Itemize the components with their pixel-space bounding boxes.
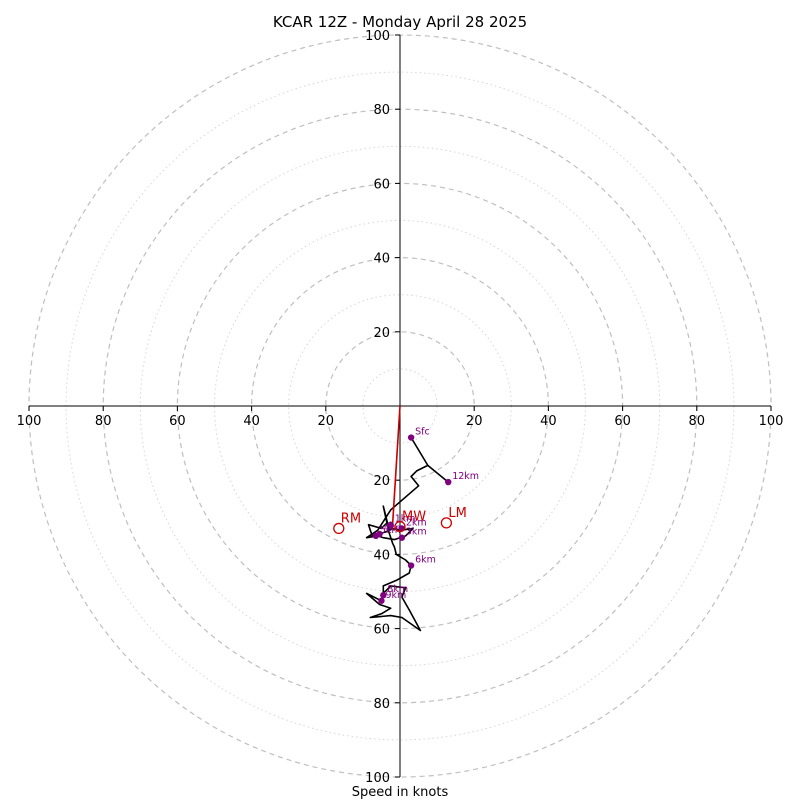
x-tick-label: 60 xyxy=(614,414,631,429)
y-tick-label: 80 xyxy=(373,697,390,712)
height-marker-label: 9km xyxy=(385,590,406,601)
storm-motion-label: MW xyxy=(402,510,426,525)
height-marker-label: 2km xyxy=(406,517,427,528)
storm-motion-markers: RM MW LM xyxy=(333,506,467,535)
x-tick-label: 100 xyxy=(759,414,784,429)
x-tick-label: 100 xyxy=(17,414,42,429)
storm-motion-marker xyxy=(333,522,345,535)
height-marker-label: 6km xyxy=(415,555,436,566)
height-marker-dot xyxy=(372,532,380,540)
height-marker-label: 3km xyxy=(406,527,427,538)
y-tick-label: 40 xyxy=(373,548,390,563)
height-marker-dot xyxy=(380,592,387,599)
x-tick-label: 40 xyxy=(243,414,260,429)
y-tick-label: 20 xyxy=(373,474,390,489)
y-tick-label: 60 xyxy=(373,623,390,638)
y-tick-label: 100 xyxy=(365,771,390,786)
tick-labels: 100 80 60 40 20 20 40 60 80 100 20 40 60 80 100 20 40 60 8… xyxy=(17,29,784,786)
height-marker-dot xyxy=(387,521,394,528)
y-tick-label: 80 xyxy=(373,103,390,118)
storm-motion-marker xyxy=(440,517,453,529)
height-marker-label: 4km xyxy=(384,523,405,534)
height-marker-dot xyxy=(445,478,452,486)
x-tick-label: 80 xyxy=(689,414,706,429)
x-axis-label: Speed in knots xyxy=(352,785,449,800)
storm-motion-label: RM xyxy=(341,511,361,526)
height-marker-dot xyxy=(378,597,385,604)
x-tick-label: 80 xyxy=(95,414,112,429)
x-tick-label: 40 xyxy=(540,414,557,429)
height-marker-dot xyxy=(407,562,415,569)
height-marker-label: Sfc xyxy=(415,427,430,438)
y-tick-label: 60 xyxy=(373,177,390,192)
height-marker-label: 8km xyxy=(387,584,408,595)
height-marker-dot xyxy=(398,534,406,541)
height-marker-label: 1km xyxy=(395,514,416,525)
height-marker-label: 5km xyxy=(380,525,401,536)
y-tick-label: 20 xyxy=(373,326,390,341)
storm-motion-marker xyxy=(394,520,406,533)
shear-vector-line xyxy=(391,405,401,525)
x-tick-label: 60 xyxy=(169,414,186,429)
chart-title: KCAR 12Z - Monday April 28 2025 xyxy=(273,13,527,31)
x-tick-label: 20 xyxy=(318,414,335,429)
height-marker-label: 12km xyxy=(452,471,479,482)
upper-wind-trace-line xyxy=(427,464,449,483)
y-tick-label: 100 xyxy=(365,29,390,44)
x-tick-label: 20 xyxy=(466,414,483,429)
y-tick-label: 40 xyxy=(373,252,390,267)
storm-motion-label: LM xyxy=(448,506,466,521)
height-marker-dot xyxy=(407,434,415,441)
